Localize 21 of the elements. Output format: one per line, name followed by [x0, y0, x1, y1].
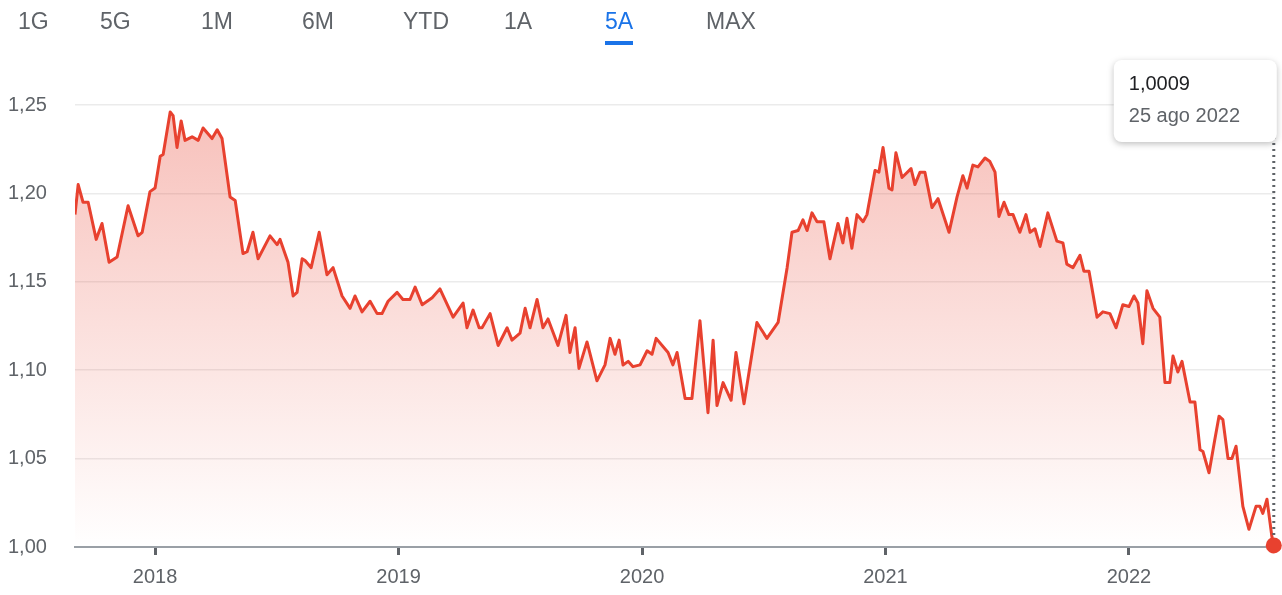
text: 6M: [302, 8, 334, 36]
y-tick-label: 1,20: [8, 180, 47, 203]
y-tick-label: 1,00: [8, 534, 47, 557]
y-tick-label: 1,05: [8, 446, 47, 469]
x-tick-label: 2019: [376, 564, 421, 587]
text: 5G: [100, 8, 131, 36]
x-tick-label: 2022: [1106, 564, 1152, 587]
text: 1A: [504, 8, 533, 36]
x-tick-label: 2018: [132, 564, 178, 587]
x-tick-label: 2021: [863, 564, 908, 587]
text: YTD: [403, 8, 449, 36]
y-tick-label: 1,25: [8, 92, 47, 115]
y-tick-label: 1,15: [8, 269, 47, 292]
text: 1,0009: [1128, 72, 1190, 94]
annotation: 25 ago 2022: [1128, 104, 1241, 126]
y-tick-label: 1,10: [8, 357, 47, 380]
text: 5A: [605, 8, 634, 45]
x-tick-label: 2020: [619, 564, 665, 587]
text: MAX: [706, 8, 756, 36]
text: 1M: [201, 8, 233, 36]
text: 1G: [18, 8, 49, 36]
